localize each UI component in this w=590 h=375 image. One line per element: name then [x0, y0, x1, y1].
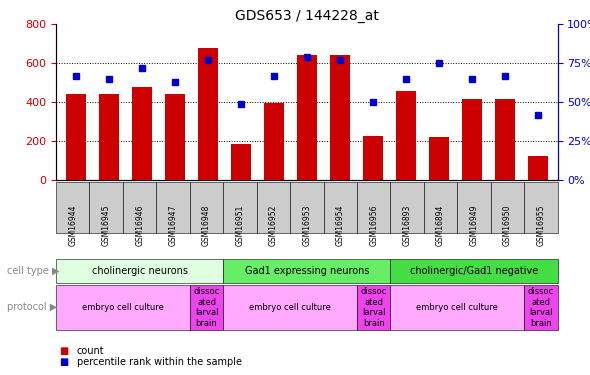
Text: cholinergic neurons: cholinergic neurons	[91, 266, 188, 276]
Bar	[297, 54, 317, 180]
Text: protocol ▶: protocol ▶	[7, 303, 57, 312]
Text: GSM16954: GSM16954	[336, 205, 345, 246]
Text: GSM16955: GSM16955	[536, 205, 545, 246]
Text: GSM16953: GSM16953	[302, 205, 312, 246]
Text: embryo cell culture: embryo cell culture	[249, 303, 331, 312]
Bar	[99, 94, 119, 180]
Text: GSM16956: GSM16956	[369, 205, 378, 246]
Bar	[66, 94, 86, 180]
Bar	[132, 87, 152, 180]
Text: GSM16894: GSM16894	[436, 205, 445, 246]
Text: ■: ■	[59, 346, 68, 355]
Text: GSM16944: GSM16944	[68, 205, 77, 246]
Text: GSM16946: GSM16946	[135, 205, 144, 246]
Bar	[165, 94, 185, 180]
Bar	[396, 90, 416, 180]
Text: Gad1 expressing neurons: Gad1 expressing neurons	[244, 266, 369, 276]
Bar	[231, 144, 251, 180]
Text: GSM16952: GSM16952	[269, 205, 278, 246]
Title: GDS653 / 144228_at: GDS653 / 144228_at	[235, 9, 379, 23]
Text: embryo cell culture: embryo cell culture	[82, 303, 164, 312]
Bar	[528, 156, 548, 180]
Bar	[495, 99, 514, 180]
Text: GSM16951: GSM16951	[235, 205, 244, 246]
Text: dissoc
ated
larval
brain: dissoc ated larval brain	[360, 287, 387, 328]
Text: dissoc
ated
larval
brain: dissoc ated larval brain	[194, 287, 219, 328]
Bar	[330, 56, 350, 180]
Text: dissoc
ated
larval
brain: dissoc ated larval brain	[527, 287, 554, 328]
Bar	[264, 103, 284, 180]
Text: embryo cell culture: embryo cell culture	[417, 303, 498, 312]
Bar	[462, 99, 481, 180]
Text: GSM16949: GSM16949	[470, 205, 478, 246]
Text: percentile rank within the sample: percentile rank within the sample	[77, 357, 242, 367]
Text: GSM16948: GSM16948	[202, 205, 211, 246]
Bar	[429, 137, 448, 180]
Text: GSM16950: GSM16950	[503, 205, 512, 246]
Text: GSM16947: GSM16947	[169, 205, 178, 246]
Text: GSM16893: GSM16893	[402, 205, 412, 246]
Text: GSM16945: GSM16945	[101, 205, 111, 246]
Bar	[363, 136, 383, 180]
Text: cell type ▶: cell type ▶	[7, 266, 60, 276]
Text: count: count	[77, 346, 104, 355]
Text: ■: ■	[59, 357, 68, 367]
Bar	[198, 48, 218, 180]
Text: cholinergic/Gad1 negative: cholinergic/Gad1 negative	[410, 266, 538, 276]
